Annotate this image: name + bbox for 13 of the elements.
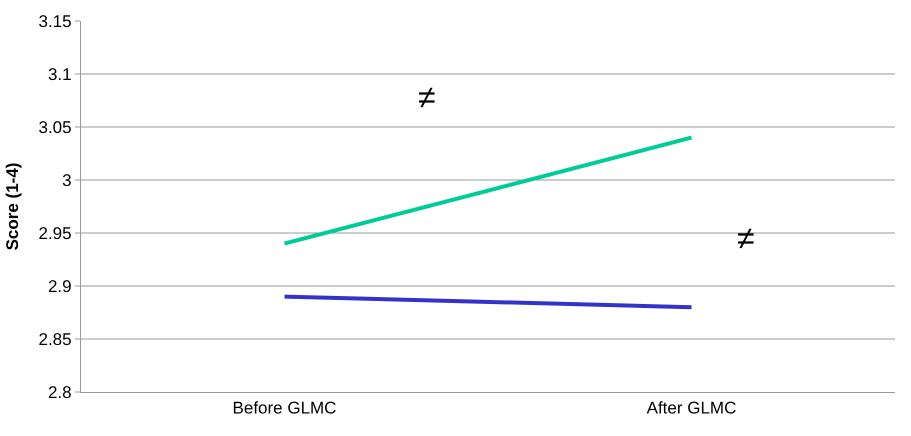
y-tick-label: 2.95	[38, 224, 72, 243]
x-tick-label: After GLMC	[646, 398, 736, 418]
y-axis-title: Score (1-4)	[3, 162, 22, 250]
x-tick-label: Before GLMC	[232, 398, 336, 418]
y-tick-label: 2.9	[48, 276, 72, 296]
y-tick-label: 3.15	[38, 12, 72, 31]
y-tick-label: 3.1	[48, 64, 72, 84]
annotation: ≠	[418, 79, 436, 115]
y-tick-label: 2.85	[38, 330, 72, 349]
y-tick-label: 3.05	[38, 118, 72, 137]
y-tick-label: 2.8	[48, 382, 72, 402]
annotation: ≠	[737, 220, 755, 256]
y-tick-label: 3	[62, 170, 72, 190]
